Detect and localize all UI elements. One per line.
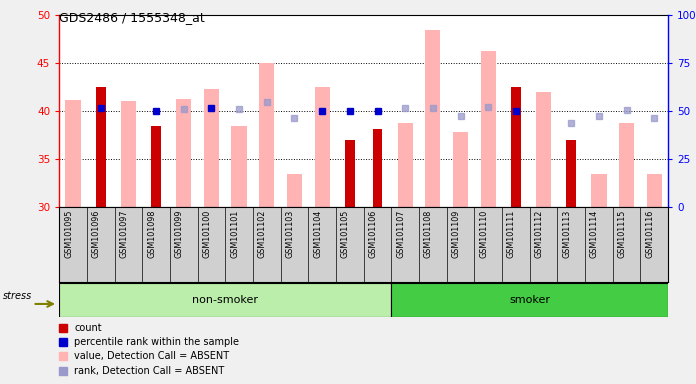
Text: GSM101110: GSM101110 [480, 210, 488, 258]
Bar [59, 283, 391, 317]
Bar [592, 174, 607, 207]
Text: GSM101114: GSM101114 [590, 210, 599, 258]
Text: stress: stress [3, 291, 32, 301]
Text: GSM101102: GSM101102 [258, 210, 267, 258]
Text: GSM101098: GSM101098 [147, 210, 156, 258]
Text: GSM101112: GSM101112 [535, 210, 544, 258]
Text: count: count [74, 323, 102, 333]
Text: GSM101113: GSM101113 [562, 210, 571, 258]
Text: rank, Detection Call = ABSENT: rank, Detection Call = ABSENT [74, 366, 225, 376]
Text: GSM101116: GSM101116 [645, 210, 654, 258]
Text: value, Detection Call = ABSENT: value, Detection Call = ABSENT [74, 351, 230, 361]
Bar [65, 100, 81, 207]
Bar [391, 283, 668, 317]
Text: GSM101103: GSM101103 [285, 210, 294, 258]
Text: GSM101115: GSM101115 [617, 210, 626, 258]
Text: GSM101111: GSM101111 [507, 210, 516, 258]
Text: GSM101095: GSM101095 [64, 210, 73, 258]
Bar [176, 99, 191, 207]
Bar [287, 174, 302, 207]
Text: GSM101100: GSM101100 [203, 210, 212, 258]
Bar [151, 126, 161, 207]
Text: GSM101099: GSM101099 [175, 210, 184, 258]
Bar [453, 132, 468, 207]
Bar [372, 129, 382, 207]
Bar [204, 89, 219, 207]
Bar [567, 140, 576, 207]
Text: GSM101106: GSM101106 [368, 210, 377, 258]
Bar [345, 140, 355, 207]
Text: non-smoker: non-smoker [192, 295, 258, 305]
Bar [96, 87, 106, 207]
Bar [511, 87, 521, 207]
Text: GSM101109: GSM101109 [452, 210, 461, 258]
Text: GDS2486 / 1555348_at: GDS2486 / 1555348_at [59, 12, 205, 25]
Bar [425, 30, 441, 207]
Bar [536, 92, 551, 207]
Bar [232, 126, 246, 207]
Text: percentile rank within the sample: percentile rank within the sample [74, 337, 239, 347]
Text: smoker: smoker [509, 295, 551, 305]
Text: GSM101101: GSM101101 [230, 210, 239, 258]
Text: GSM101097: GSM101097 [120, 210, 128, 258]
Bar [619, 123, 634, 207]
Bar [120, 101, 136, 207]
Text: GSM101108: GSM101108 [424, 210, 433, 258]
Text: GSM101104: GSM101104 [313, 210, 322, 258]
Text: GSM101105: GSM101105 [341, 210, 350, 258]
Text: GSM101107: GSM101107 [396, 210, 405, 258]
Bar [647, 174, 662, 207]
Text: GSM101096: GSM101096 [92, 210, 101, 258]
Bar [397, 123, 413, 207]
Bar [315, 87, 330, 207]
Bar [481, 51, 496, 207]
Bar [259, 63, 274, 207]
